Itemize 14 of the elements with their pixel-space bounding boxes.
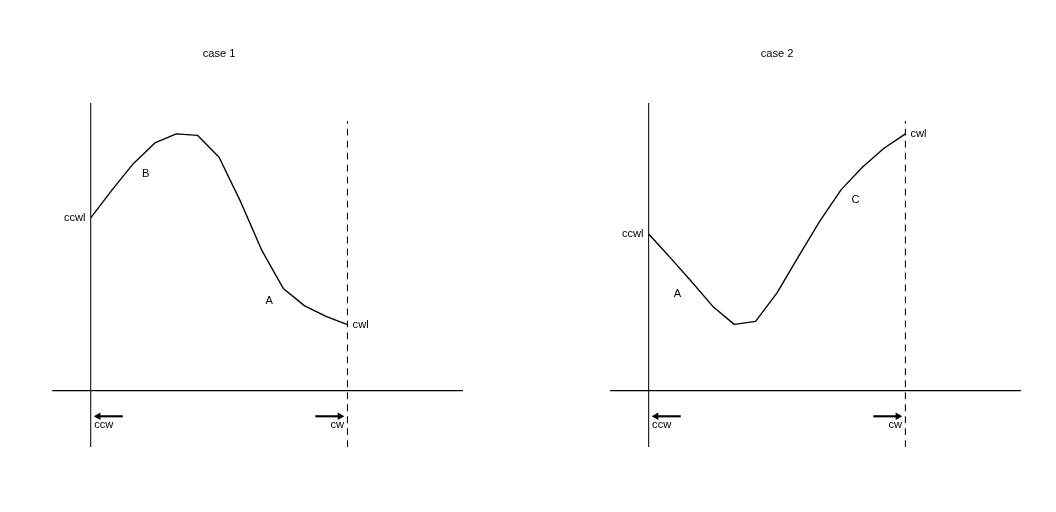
annotation: B — [142, 167, 150, 180]
annotation: C — [851, 193, 860, 206]
annotation: ccwl — [621, 227, 644, 240]
annotation: cwl — [352, 318, 369, 331]
chart-title: case 2 — [760, 47, 794, 60]
text: cw — [330, 418, 345, 431]
chart-title: case 1 — [202, 47, 236, 60]
annotation: A — [673, 286, 682, 299]
text: cw — [888, 418, 903, 431]
annotation: A — [265, 293, 274, 306]
annotation: cwl — [910, 127, 927, 140]
text: ccw — [94, 418, 115, 431]
annotation: ccwl — [63, 211, 86, 224]
text: ccw — [652, 418, 673, 431]
